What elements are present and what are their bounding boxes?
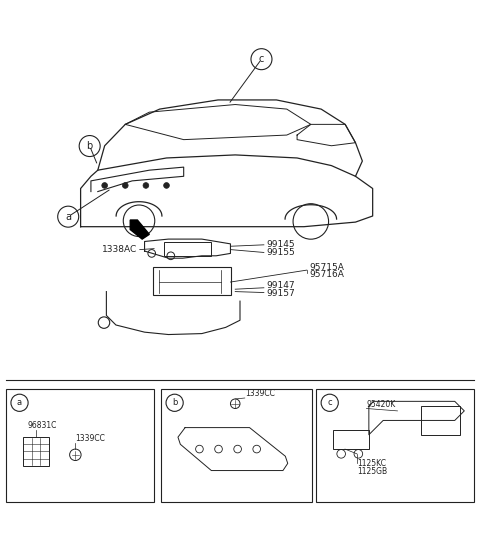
- Text: 99155: 99155: [266, 248, 295, 257]
- Bar: [164, 243, 211, 256]
- Text: b: b: [172, 398, 177, 407]
- Bar: [421, 406, 459, 435]
- Text: 1125KC: 1125KC: [357, 459, 386, 468]
- Text: 1339CC: 1339CC: [245, 389, 275, 398]
- Circle shape: [164, 183, 169, 189]
- Text: a: a: [17, 398, 22, 407]
- Text: 99157: 99157: [266, 288, 295, 298]
- Text: 1125GB: 1125GB: [357, 467, 387, 476]
- Text: 99145: 99145: [266, 240, 295, 249]
- Bar: [316, 390, 474, 501]
- Text: 96831C: 96831C: [28, 421, 57, 430]
- Circle shape: [143, 183, 149, 189]
- Text: a: a: [65, 211, 71, 222]
- Text: 95715A: 95715A: [309, 263, 344, 272]
- Bar: [6, 390, 154, 501]
- Bar: [23, 437, 49, 466]
- Bar: [333, 430, 369, 449]
- Polygon shape: [130, 220, 149, 239]
- Text: c: c: [259, 54, 264, 64]
- Circle shape: [122, 183, 128, 189]
- Circle shape: [102, 183, 108, 189]
- Text: 95420K: 95420K: [366, 399, 396, 409]
- Text: 1339CC: 1339CC: [75, 434, 105, 443]
- Bar: [161, 390, 312, 501]
- Text: 1338AC: 1338AC: [102, 245, 137, 254]
- Text: 95716A: 95716A: [309, 270, 344, 280]
- Text: b: b: [86, 141, 93, 151]
- Text: c: c: [327, 398, 332, 407]
- Text: 99147: 99147: [266, 281, 295, 290]
